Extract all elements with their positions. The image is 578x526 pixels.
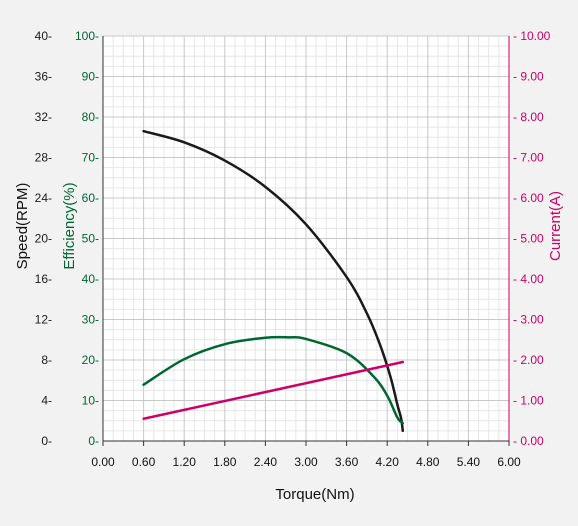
current-tick-label: - 4.00 [513, 272, 544, 286]
current-tick-label: - 10.00 [513, 29, 551, 43]
current-tick-label: - 5.00 [513, 232, 544, 246]
current-tick-label: - 6.00 [513, 191, 544, 205]
speed-tick-label: 8- [41, 353, 52, 367]
speed-tick-label: 28- [35, 151, 52, 165]
x-tick-label: 0.00 [91, 455, 115, 469]
x-tick-label: 6.00 [497, 455, 521, 469]
series-layer [142, 129, 405, 433]
x-tick-label: 1.20 [173, 455, 197, 469]
x-tick-label: 0.60 [132, 455, 156, 469]
speed-tick-labels: 0- 4- 8- 12- 16- 20- 24- 28- 32- 36- 40- [35, 29, 52, 448]
speed-tick-label: 4- [41, 394, 52, 408]
efficiency-tick-label: 70- [82, 151, 99, 165]
current-tick-label: - 8.00 [513, 110, 544, 124]
x-tick-label: 3.60 [335, 455, 359, 469]
speed-tick-label: 24- [35, 191, 52, 205]
x-tick-label: 1.80 [213, 455, 237, 469]
current-tick-label: - 9.00 [513, 70, 544, 84]
efficiency-tick-label: 10- [82, 394, 99, 408]
x-tick-label: 4.80 [416, 455, 440, 469]
current-tick-label: - 7.00 [513, 151, 544, 165]
efficiency-curve [142, 335, 405, 425]
x-axis-title: Torque(Nm) [275, 486, 354, 503]
current-tick-label: - 2.00 [513, 353, 544, 367]
efficiency-tick-label: 80- [82, 110, 99, 124]
speed-tick-label: 40- [35, 29, 52, 43]
x-tick-label: 3.00 [294, 455, 318, 469]
efficiency-tick-labels: 0- 10- 20- 30- 40- 50- 60- 70- 80- 90- 100- [75, 29, 99, 448]
speed-tick-label: 20- [35, 232, 52, 246]
efficiency-tick-label: 50- [82, 232, 99, 246]
speed-tick-label: 32- [35, 110, 52, 124]
efficiency-tick-label: 60- [82, 191, 99, 205]
x-tick-labels: 0.00 0.60 1.20 1.80 2.40 3.00 3.60 4.20 4.80 5.40… [91, 441, 521, 469]
x-tick-label: 4.20 [376, 455, 400, 469]
speed-tick-label: 12- [35, 313, 52, 327]
x-tick-label: 2.40 [254, 455, 278, 469]
efficiency-tick-label: 90- [82, 70, 99, 84]
current-tick-label: - 0.00 [513, 434, 544, 448]
efficiency-tick-label: 20- [82, 353, 99, 367]
efficiency-tick-label: 0- [88, 434, 99, 448]
x-tick-label: 5.40 [457, 455, 481, 469]
speed-axis-title: Speed(RPM) [14, 183, 31, 270]
current-tick-label: - 1.00 [513, 394, 544, 408]
speed-curve [142, 129, 405, 433]
speed-tick-label: 0- [41, 434, 52, 448]
current-tick-label: - 3.00 [513, 313, 544, 327]
efficiency-axis-title: Efficiency(%) [61, 182, 78, 269]
efficiency-tick-label: 40- [82, 272, 99, 286]
current-axis-title: Current(A) [547, 191, 564, 261]
current-curve [142, 360, 405, 420]
efficiency-tick-label: 100- [75, 29, 99, 43]
speed-tick-label: 36- [35, 70, 52, 84]
efficiency-tick-label: 30- [82, 313, 99, 327]
speed-tick-label: 16- [35, 272, 52, 286]
current-tick-labels: - 0.00 - 1.00 - 2.00 - 3.00 - 4.00 - 5.00 - 6.… [513, 29, 551, 448]
